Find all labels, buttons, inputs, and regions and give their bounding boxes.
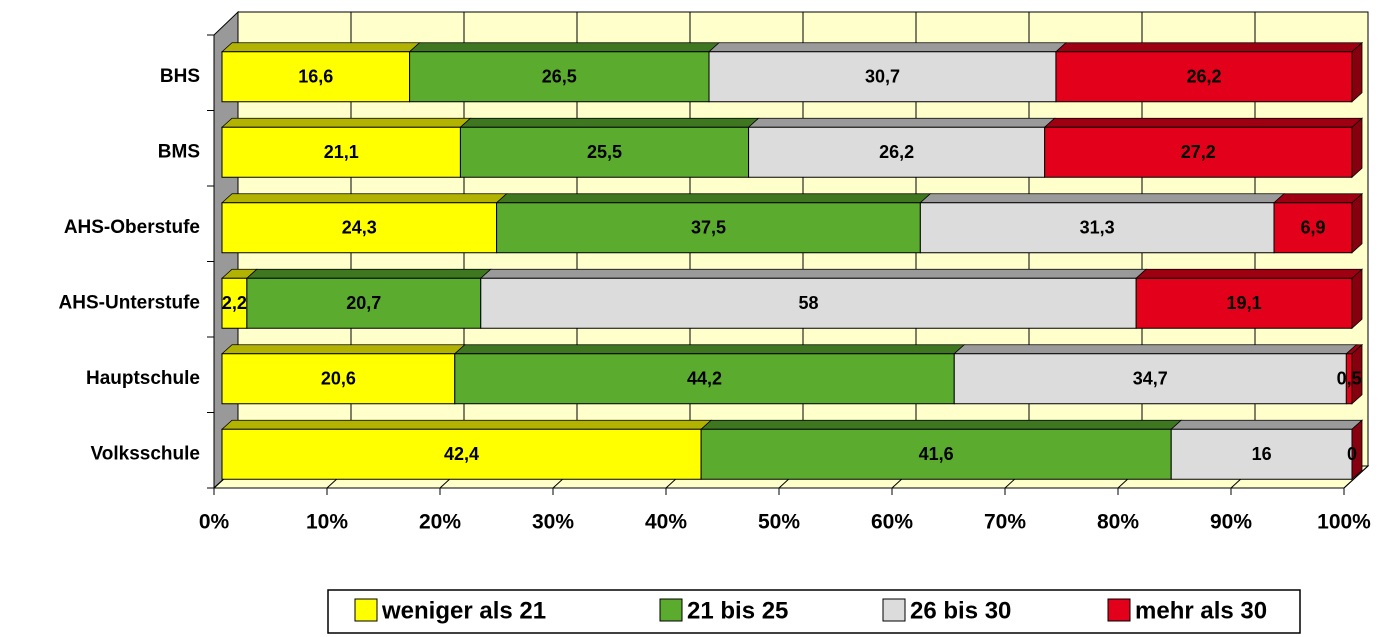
data-label: 44,2 (687, 369, 722, 389)
bar-top (220, 419, 713, 430)
x-tick-label: 10% (306, 511, 348, 534)
data-label: 34,7 (1133, 369, 1168, 389)
data-label: 19,1 (1227, 293, 1262, 313)
bar (1273, 202, 1353, 254)
legend-swatch (882, 598, 906, 622)
data-label: 30,7 (865, 67, 900, 87)
y-tick-label: AHS-Oberstufe (64, 217, 200, 238)
data-label: 58 (798, 293, 818, 313)
bar-top (1054, 42, 1364, 53)
data-label: 0 (1347, 444, 1357, 464)
legend-label: mehr als 30 (1135, 597, 1267, 624)
bar-top (953, 344, 1358, 355)
data-label: 41,6 (919, 444, 954, 464)
legend-swatch (1107, 598, 1131, 622)
bar-top (700, 419, 1183, 430)
data-label: 6,9 (1300, 218, 1325, 238)
x-tick-label: 100% (1317, 511, 1371, 534)
bar-top (245, 268, 492, 279)
legend-label: weniger als 21 (381, 597, 546, 624)
data-label: 20,6 (321, 369, 356, 389)
data-label: 37,5 (691, 218, 726, 238)
data-label: 31,3 (1080, 218, 1115, 238)
bar-top (479, 268, 1148, 279)
bar-top (408, 42, 721, 53)
x-tick-label: 0% (199, 511, 230, 534)
x-tick-label: 80% (1097, 511, 1139, 534)
bar (459, 126, 750, 178)
data-label: 2,2 (222, 293, 247, 313)
x-tick-label: 30% (532, 511, 574, 534)
bar-top (220, 193, 508, 204)
data-label: 27,2 (1181, 142, 1216, 162)
bar-top (747, 117, 1056, 128)
y-tick-label: Hauptschule (86, 368, 200, 389)
bar (246, 277, 482, 329)
bar-top (459, 117, 760, 128)
y-tick-label: BHS (160, 66, 200, 87)
bar-top (495, 193, 932, 204)
bar-top (919, 193, 1286, 204)
bar-top (1135, 268, 1364, 279)
bar-end (1351, 117, 1363, 179)
bar-top (1272, 193, 1364, 204)
bar-end (1351, 192, 1363, 254)
data-label: 21,1 (324, 142, 359, 162)
bar (919, 202, 1275, 254)
bar (708, 51, 1057, 103)
bar (221, 353, 456, 405)
data-label: 26,5 (542, 67, 577, 87)
data-label: 26,2 (879, 142, 914, 162)
data-label: 0,5 (1337, 369, 1362, 389)
bar (221, 277, 248, 329)
legend-swatch (659, 598, 683, 622)
floor-grid-line (1343, 465, 1369, 489)
x-tick-label: 90% (1210, 511, 1252, 534)
bar-top (220, 344, 466, 355)
bar (1170, 428, 1353, 480)
bar-top (220, 42, 421, 53)
bar-top (707, 42, 1067, 53)
x-tick-label: 50% (758, 511, 800, 534)
bar-top (1170, 419, 1364, 430)
bar-end (1351, 268, 1363, 330)
y-tick-label: AHS-Unterstufe (59, 292, 200, 313)
data-label: 20,7 (346, 293, 381, 313)
data-label: 25,5 (587, 142, 622, 162)
data-label: 26,2 (1186, 67, 1221, 87)
legend-label: 21 bis 25 (687, 597, 788, 624)
x-tick-label: 60% (871, 511, 913, 534)
bar (700, 428, 1172, 480)
bar (748, 126, 1046, 178)
data-label: 24,3 (342, 218, 377, 238)
bar-top (453, 344, 966, 355)
y-tick-label: Volksschule (91, 443, 200, 464)
bar (1044, 126, 1353, 178)
data-label: 16 (1252, 444, 1272, 464)
data-label: 42,4 (444, 444, 479, 464)
bar (221, 126, 461, 178)
legend-box (327, 589, 1301, 634)
bar (953, 353, 1347, 405)
x-tick-label: 70% (984, 511, 1026, 534)
x-tick-label: 40% (645, 511, 687, 534)
bar (221, 51, 411, 103)
bar-end (1351, 41, 1363, 103)
bar (1055, 51, 1353, 103)
bar-top (220, 117, 472, 128)
x-tick-label: 20% (419, 511, 461, 534)
legend-label: 26 bis 30 (910, 597, 1011, 624)
bar (454, 353, 955, 405)
bar-top (1043, 117, 1364, 128)
bar-end (1351, 343, 1363, 405)
bar-end (1351, 419, 1363, 481)
y-tick-label: BMS (158, 141, 200, 162)
bar (221, 202, 498, 254)
data-label: 16,6 (298, 67, 333, 87)
legend-swatch (354, 598, 378, 622)
